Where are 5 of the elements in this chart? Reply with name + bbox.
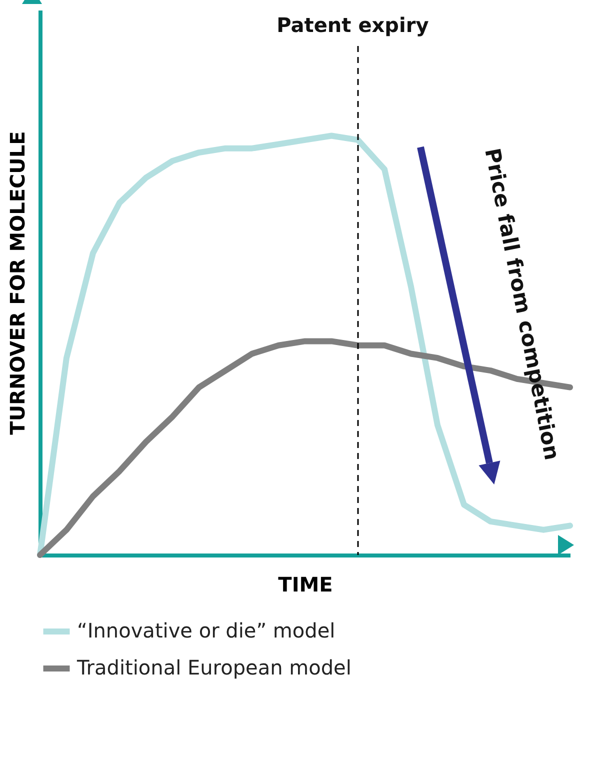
x-axis-title: TIME [278,572,333,596]
legend-label: Traditional European model [76,656,352,680]
legend-label: “Innovative or die” model [77,618,336,642]
y-axis-title: TURNOVER FOR MOLECULE [6,131,30,435]
text: Patent expiry [276,13,429,37]
